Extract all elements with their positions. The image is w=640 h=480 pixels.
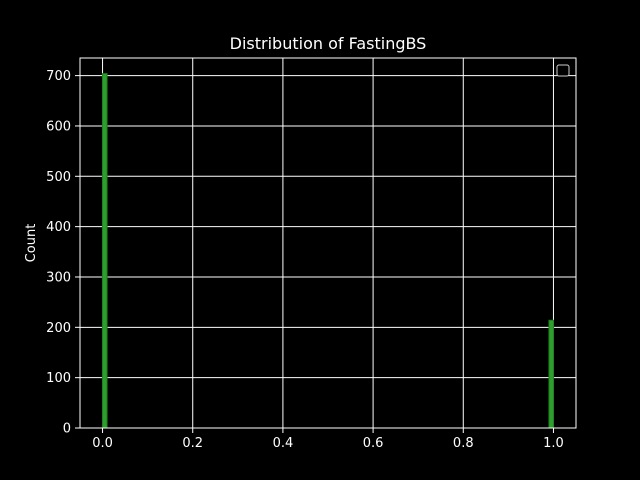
x-tick-label: 0.0 bbox=[92, 436, 113, 451]
histogram-bar bbox=[548, 319, 554, 429]
y-tick-label: 200 bbox=[46, 321, 71, 336]
y-axis-ticks: 0 100 200 300 400 500 600 700 bbox=[46, 69, 80, 437]
x-tick-label: 1.0 bbox=[543, 436, 564, 451]
y-tick-label: 500 bbox=[46, 170, 71, 185]
y-tick-label: 600 bbox=[46, 119, 71, 134]
y-tick-label: 700 bbox=[46, 69, 71, 84]
y-axis-label: Count bbox=[24, 224, 39, 263]
x-axis-ticks: 0.0 0.2 0.4 0.6 0.8 1.0 bbox=[92, 428, 564, 451]
plot-frame bbox=[79, 57, 577, 429]
x-tick-label: 0.2 bbox=[182, 436, 203, 451]
x-tick-label: 0.8 bbox=[453, 436, 474, 451]
y-tick-label: 0 bbox=[63, 422, 71, 437]
legend-box bbox=[556, 64, 570, 77]
y-tick-label: 100 bbox=[46, 371, 71, 386]
grid-lines bbox=[80, 58, 576, 429]
histogram-bar bbox=[102, 73, 108, 429]
y-tick-label: 400 bbox=[46, 220, 71, 235]
y-tick-label: 300 bbox=[46, 270, 71, 285]
x-tick-label: 0.6 bbox=[363, 436, 384, 451]
x-tick-label: 0.4 bbox=[273, 436, 294, 451]
chart-title: Distribution of FastingBS bbox=[230, 34, 427, 53]
